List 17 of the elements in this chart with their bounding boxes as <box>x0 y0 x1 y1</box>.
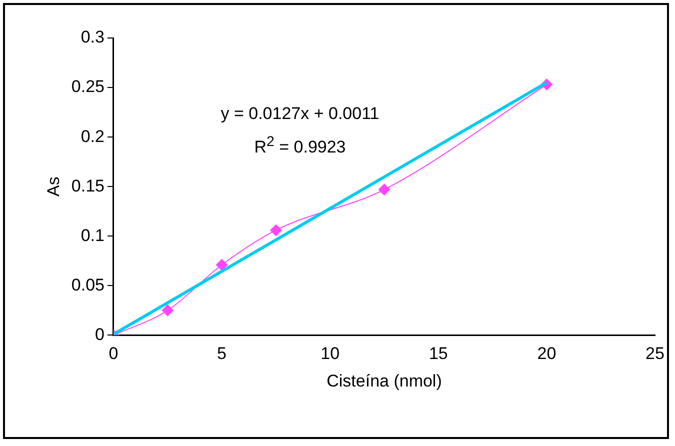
annotation: y = 0.0127x + 0.0011 <box>220 103 380 125</box>
x-tick-label: 0 <box>108 344 118 364</box>
y-tick-label: 0.05 <box>71 275 104 294</box>
y-tick-label: 0.1 <box>80 226 104 245</box>
x-axis-title: Cisteína (nmol) <box>326 371 442 390</box>
y-tick-label: 0.25 <box>71 77 104 96</box>
x-tick-label: 15 <box>428 344 448 364</box>
x-tick-label: 5 <box>217 344 227 364</box>
y-tick-label: 0 <box>95 324 104 344</box>
y-tick-label: 0.2 <box>80 126 104 146</box>
x-tick-label: 10 <box>320 344 340 364</box>
y-tick-label: 0.15 <box>71 176 104 196</box>
annotation: R$^{2}$ = 0.9923 <box>253 133 347 159</box>
x-tick-label: 20 <box>537 344 556 364</box>
y-tick-label: 0.3 <box>80 28 104 47</box>
y-axis-title: As <box>44 176 63 197</box>
x-tick-label: 25 <box>646 344 664 364</box>
